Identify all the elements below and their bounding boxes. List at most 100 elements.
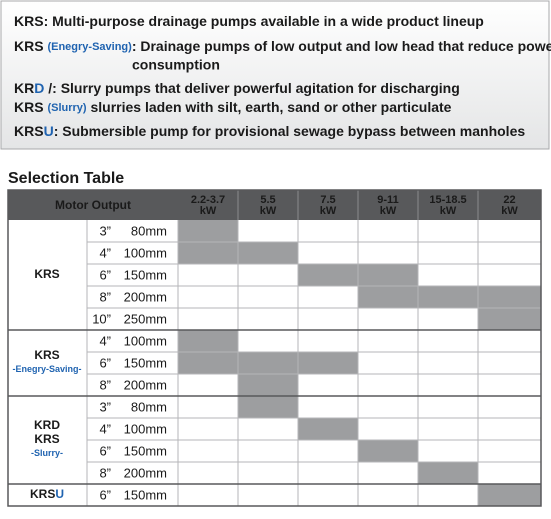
header-unit: kW [200, 205, 217, 217]
size-inch: 8” [99, 377, 111, 392]
size-mm: 100mm [124, 421, 167, 436]
text-segment: -Slurry- [31, 448, 63, 458]
table-title: Selection Table [8, 170, 124, 187]
text-segment: KRS [34, 348, 59, 362]
size-inch: 10” [92, 311, 111, 326]
intro-line: KRS (Slurry) slurries laden with silt, e… [14, 99, 452, 115]
text-segment: slurries laden with silt, earth, sand or… [87, 99, 452, 115]
intro-line: KRSU: Submersible pump for provisional s… [14, 123, 525, 139]
size-mm: 150mm [124, 267, 167, 282]
size-mm: 200mm [124, 377, 167, 392]
shaded-cell [358, 286, 418, 308]
text-segment: -Enegry-Saving- [12, 364, 81, 374]
shaded-cell [238, 396, 298, 418]
shaded-cell [478, 286, 541, 308]
shaded-cell [358, 264, 418, 286]
size-inch: 3” [99, 399, 111, 414]
shaded-cell [418, 286, 478, 308]
size-inch: 6” [99, 267, 111, 282]
size-inch: 8” [99, 289, 111, 304]
size-mm: 150mm [124, 487, 167, 502]
shaded-cell [238, 374, 298, 396]
header-motor: Motor Output [55, 198, 131, 212]
shaded-cell [178, 242, 238, 264]
shaded-cell [298, 418, 358, 440]
size-inch: 8” [99, 465, 111, 480]
size-mm: 150mm [124, 443, 167, 458]
group-label: -Enegry-Saving- [12, 364, 81, 374]
group-label: KRD [34, 418, 60, 432]
size-inch: 4” [99, 421, 111, 436]
size-mm: 100mm [124, 245, 167, 260]
size-mm: 100mm [124, 333, 167, 348]
shaded-cell [478, 484, 541, 506]
header-unit: kW [320, 205, 337, 217]
size-mm: 200mm [124, 289, 167, 304]
text-segment: (Enegry-Saving) [47, 41, 132, 53]
text-segment: : Multi-purpose drainage pumps available… [44, 13, 484, 29]
header-unit: kW [260, 205, 277, 217]
intro-box [0, 0, 550, 150]
header-unit: kW [440, 205, 457, 217]
shaded-cell [298, 264, 358, 286]
shaded-cell [478, 308, 541, 330]
size-mm: 150mm [124, 355, 167, 370]
size-inch: 6” [99, 487, 111, 502]
intro-line-wrap: consumption [132, 57, 220, 73]
text-segment: KR [14, 80, 34, 96]
shaded-cell [238, 352, 298, 374]
size-inch: 3” [99, 223, 111, 238]
shaded-cell [178, 220, 238, 242]
header-unit: kW [380, 205, 397, 217]
shaded-cell [178, 330, 238, 352]
header-range: 5.5 [260, 194, 275, 206]
text-segment: : Slurry pumps that deliver powerful agi… [52, 80, 460, 96]
size-mm: 200mm [124, 465, 167, 480]
text-segment: (Slurry) [47, 102, 86, 114]
group-label: -Slurry- [31, 448, 63, 458]
size-inch: 4” [99, 245, 111, 260]
text-segment: KRS [34, 432, 59, 446]
size-mm: 80mm [131, 223, 167, 238]
header-unit: kW [501, 205, 518, 217]
group-label: KRSU [30, 487, 64, 501]
text-segment: : Submersible pump for provisional sewag… [54, 123, 526, 139]
text-segment: KRD [34, 418, 60, 432]
header-range: 2.2-3.7 [191, 194, 225, 206]
text-segment: / [44, 80, 52, 96]
group-label: KRS [34, 432, 59, 446]
text-segment: KRS [34, 267, 59, 281]
group-label: KRS [34, 267, 59, 281]
size-inch: 6” [99, 443, 111, 458]
intro-line: KRS: Multi-purpose drainage pumps availa… [14, 13, 484, 29]
text-segment: KRS [30, 487, 55, 501]
text-segment: U [44, 123, 54, 139]
text-segment: KRS [14, 13, 44, 29]
text-segment: KRS [14, 99, 47, 115]
size-mm: 80mm [131, 399, 167, 414]
size-mm: 250mm [124, 311, 167, 326]
header-range: 15-18.5 [429, 194, 466, 206]
table-border [7, 189, 542, 507]
shaded-cell [298, 352, 358, 374]
text-segment: D [34, 80, 44, 96]
shaded-cell [418, 462, 478, 484]
text-segment: : Drainage pumps of low output and low h… [132, 38, 551, 54]
size-inch: 6” [99, 355, 111, 370]
intro-line: KRD /: Slurry pumps that deliver powerfu… [14, 80, 460, 96]
shaded-cell [178, 352, 238, 374]
intro-line: KRS (Enegry-Saving): Drainage pumps of l… [14, 38, 551, 54]
shaded-cell [358, 440, 418, 462]
header-range: 7.5 [320, 194, 335, 206]
header-range: 22 [503, 194, 515, 206]
text-segment: KRS [14, 38, 47, 54]
header-bg [8, 190, 541, 220]
size-inch: 4” [99, 333, 111, 348]
shaded-cell [238, 242, 298, 264]
header-range: 9-11 [377, 194, 398, 206]
text-segment: KRS [14, 123, 44, 139]
text-segment: U [55, 487, 64, 501]
group-label: KRS [34, 348, 59, 362]
